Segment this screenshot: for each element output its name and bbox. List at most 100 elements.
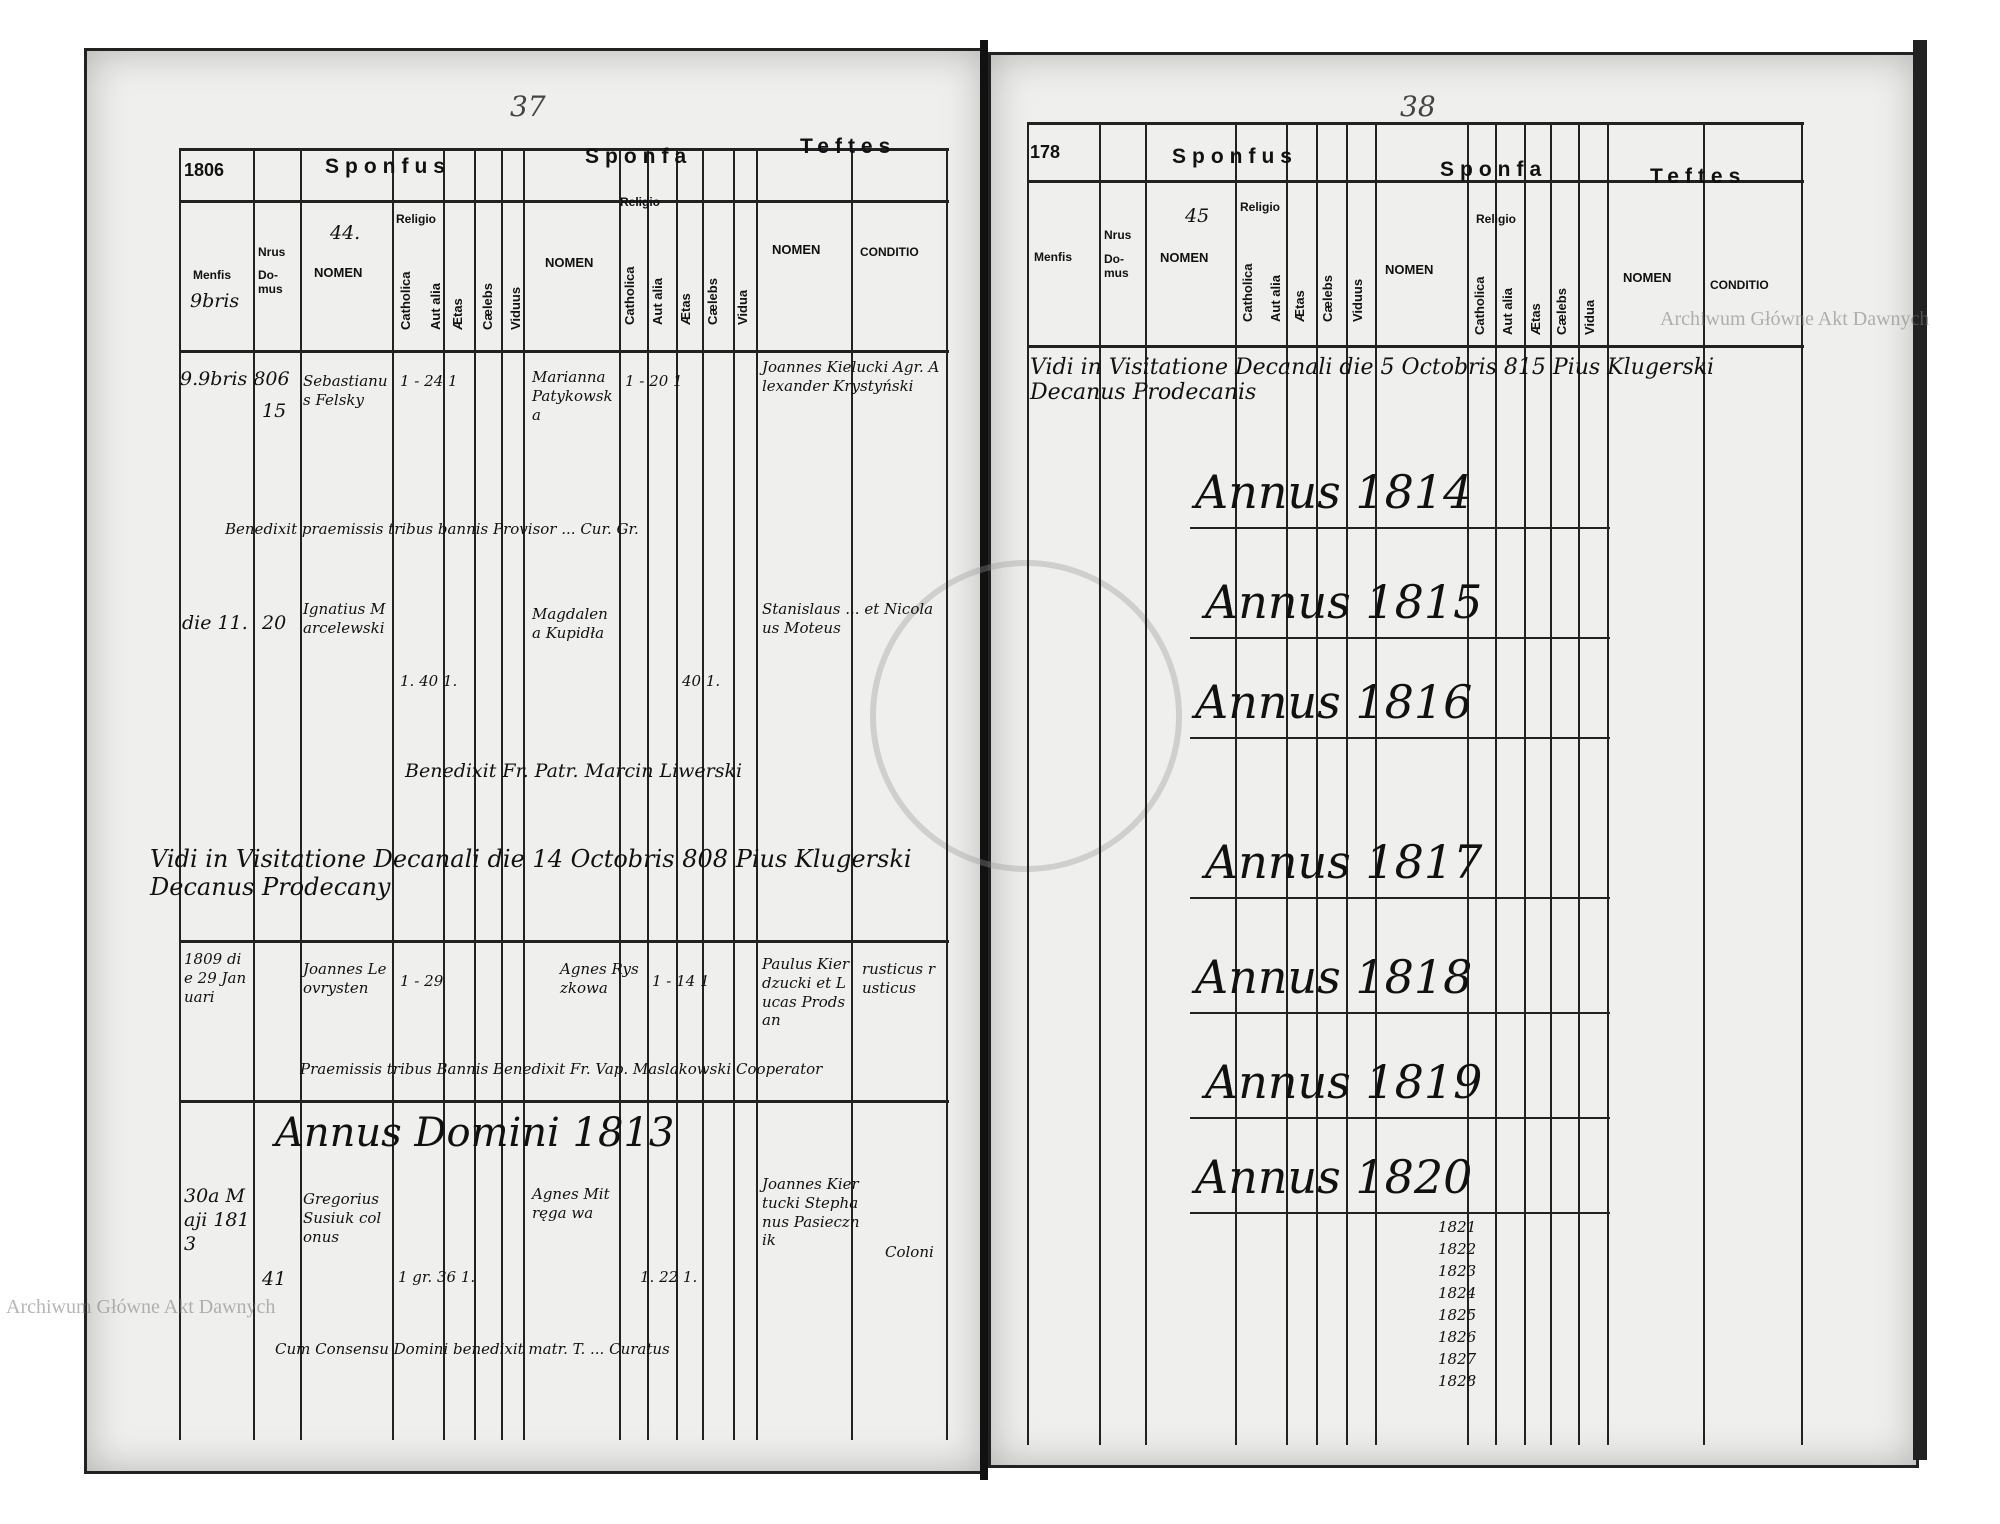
column-rule bbox=[1467, 125, 1469, 1445]
groom-values: 1 - 24 1 bbox=[400, 372, 458, 390]
column-rule bbox=[253, 150, 255, 1440]
column-rule bbox=[1346, 125, 1348, 1445]
witnesses: Stanislaus ... et Nicolaus Moteus bbox=[762, 600, 934, 637]
aetas-header: Ætas bbox=[1528, 303, 1543, 335]
year-entry: 1821 bbox=[1438, 1218, 1477, 1236]
row-rule bbox=[1027, 180, 1804, 183]
underline bbox=[1190, 1212, 1610, 1214]
column-rule bbox=[647, 150, 649, 1440]
column-rule bbox=[523, 150, 525, 1440]
column-rule bbox=[702, 150, 704, 1440]
bride-values: 1 - 14 1 bbox=[652, 972, 710, 990]
aetas-header: Ætas bbox=[678, 293, 693, 325]
groom-name: Joannes Leovrysten bbox=[303, 960, 387, 997]
entry-note: Cum Consensu Domini benedixit matr. T. .… bbox=[275, 1340, 670, 1358]
year-entry: 1827 bbox=[1438, 1350, 1477, 1368]
column-rule bbox=[501, 150, 503, 1440]
aut-alia-header: Aut alia bbox=[1268, 275, 1283, 322]
domus-header: Do-mus bbox=[258, 268, 283, 296]
testes-header: Teftes bbox=[800, 135, 897, 158]
row-rule bbox=[179, 1100, 949, 1103]
column-rule bbox=[756, 150, 758, 1440]
underline bbox=[1190, 897, 1610, 899]
column-rule bbox=[474, 150, 476, 1440]
witness-condition: rusticus rusticus bbox=[862, 960, 936, 997]
nomen-header: NOMEN bbox=[545, 255, 594, 270]
testes-nomen-header: NOMEN bbox=[1623, 270, 1672, 285]
watermark: Archiwum Główne Akt Dawnych bbox=[6, 1296, 276, 1318]
row-rule bbox=[179, 200, 949, 203]
nrus-header: Nrus bbox=[1104, 228, 1132, 242]
annus-heading: Annus 1815 bbox=[1205, 575, 1483, 629]
column-rule bbox=[1703, 125, 1705, 1445]
bride-values: 1. 22 1. bbox=[640, 1268, 698, 1286]
groom-name: Gregorius Susiuk colonus bbox=[303, 1190, 382, 1246]
column-rule bbox=[851, 150, 853, 1440]
column-rule bbox=[1316, 125, 1318, 1445]
row-rule bbox=[1027, 345, 1804, 348]
year-entry: 1822 bbox=[1438, 1240, 1477, 1258]
testes-nomen-header: NOMEN bbox=[772, 242, 821, 257]
row-rule bbox=[179, 940, 949, 943]
witness-condition: Coloni bbox=[885, 1243, 934, 1261]
aut-alia-header: Aut alia bbox=[428, 283, 443, 330]
religio-header: Religio bbox=[1476, 212, 1517, 226]
sponsa-header: Sponfa bbox=[1440, 158, 1548, 181]
visitation-note: Vidi in Visitatione Decanali die 5 Octob… bbox=[1030, 355, 1715, 405]
aut-alia-header: Aut alia bbox=[1500, 288, 1515, 335]
caelebs-header: Cælebs bbox=[1320, 275, 1335, 322]
column-rule bbox=[1027, 125, 1029, 1445]
annus-heading: Annus 1820 bbox=[1195, 1150, 1473, 1204]
column-rule bbox=[1145, 125, 1147, 1445]
column-rule bbox=[1524, 125, 1526, 1445]
religio-header: Religio bbox=[1240, 200, 1281, 214]
entry-number: 44. bbox=[330, 222, 361, 244]
underline bbox=[1190, 527, 1610, 529]
column-rule bbox=[946, 150, 948, 1440]
aetas-header: Ætas bbox=[450, 298, 465, 330]
testes-header: Teftes bbox=[1650, 165, 1747, 188]
groom-name: Sebastianus Felsky bbox=[303, 372, 388, 409]
underline bbox=[1190, 1117, 1610, 1119]
entry-date: 30a Maji 1813 bbox=[184, 1185, 250, 1255]
groom-name: Ignatius Marcelewski bbox=[303, 600, 386, 637]
underline bbox=[1190, 1012, 1610, 1014]
entry-date: 9.9bris 806 bbox=[180, 368, 290, 390]
year-entry: 1826 bbox=[1438, 1328, 1477, 1346]
year-header: 1806 bbox=[184, 160, 225, 180]
groom-values: 1 gr. 36 1. bbox=[398, 1268, 476, 1286]
groom-values: 1. 40 1. bbox=[400, 672, 458, 690]
handwritten-month: 9bris bbox=[190, 290, 240, 312]
annus-heading: Annus 1817 bbox=[1205, 835, 1483, 889]
catholica-header: Catholica bbox=[1240, 263, 1255, 322]
entry-note: Benedixit Fr. Patr. Marcin Liwerski bbox=[405, 760, 743, 782]
annus-heading: Annus 1819 bbox=[1205, 1055, 1483, 1109]
annus-heading: Annus 1818 bbox=[1195, 950, 1473, 1004]
column-rule bbox=[1375, 125, 1377, 1445]
annus-heading: Annus 1816 bbox=[1195, 675, 1473, 729]
year-entry: 1825 bbox=[1438, 1306, 1477, 1324]
groom-values: 1 - 29 bbox=[400, 972, 444, 990]
page-number-left: 37 bbox=[510, 90, 546, 123]
book-edge bbox=[1913, 40, 1927, 1460]
column-rule bbox=[300, 150, 302, 1440]
conditio-header: CONDITIO bbox=[1710, 278, 1769, 292]
mensis-header: Menfis bbox=[193, 268, 232, 282]
column-rule bbox=[1801, 125, 1803, 1445]
entry-house-number: 20 bbox=[262, 612, 287, 634]
underline bbox=[1190, 637, 1610, 639]
sponsus-header: Sponfus bbox=[325, 155, 451, 178]
entry-house-number: 41 bbox=[262, 1268, 287, 1290]
entry-note: Benedixit praemissis tribus bannis Provi… bbox=[225, 520, 639, 538]
nomen-header: NOMEN bbox=[314, 265, 363, 280]
annus-heading: Annus 1814 bbox=[1195, 465, 1473, 519]
column-rule bbox=[392, 150, 394, 1440]
sponsus-header: Sponfus bbox=[1172, 145, 1298, 168]
column-rule bbox=[1578, 125, 1580, 1445]
viduus-header: Viduus bbox=[508, 286, 523, 330]
left-page bbox=[84, 48, 986, 1474]
bride-name: Marianna Patykowska bbox=[532, 368, 613, 424]
column-rule bbox=[443, 150, 445, 1440]
year-heading: Annus Domini 1813 bbox=[275, 1110, 675, 1156]
column-rule bbox=[619, 150, 621, 1440]
